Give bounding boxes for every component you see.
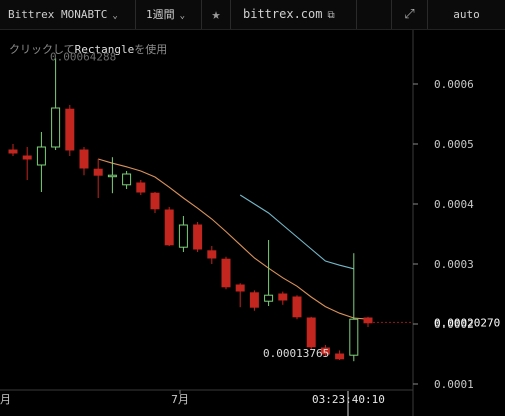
high-price-label: 0.00064288 [50, 50, 116, 63]
candle-body-up [178, 224, 188, 248]
candle-body-up [51, 107, 61, 148]
candle-body-down [292, 296, 302, 318]
symbol-label: Bittrex MONABTC [8, 8, 108, 21]
chevron-down-icon: ⌄ [112, 11, 118, 21]
candle [65, 105, 75, 156]
candle [8, 144, 18, 156]
candle [235, 283, 245, 308]
candle-body-down [249, 292, 259, 308]
candle-body-down [363, 317, 373, 324]
time-tick-label: 7月 [171, 393, 189, 406]
candle-body-down [235, 284, 245, 292]
candle [79, 147, 89, 176]
moving-average-short-line [98, 158, 369, 320]
exchange-link[interactable]: bittrex.com ⧉ [231, 0, 357, 29]
candle-body-down [278, 293, 288, 301]
candle-body-down [136, 182, 146, 193]
candle-body-up [264, 294, 274, 302]
candle-body-down [335, 353, 345, 360]
hint-prefix: クリックして [9, 43, 75, 56]
price-tick-label: 0.0002 [434, 318, 474, 331]
candle [349, 253, 359, 362]
price-tick-label: 0.0006 [434, 78, 474, 91]
candle-body-up [107, 174, 117, 178]
candle-body-down [22, 155, 32, 160]
favorite-star-button[interactable]: ★ [202, 0, 231, 29]
price-tick-label: 0.0003 [434, 258, 474, 271]
candle [320, 345, 330, 357]
candle-body-up [349, 318, 359, 356]
candle-body-down [150, 192, 160, 210]
candle [278, 291, 288, 305]
candle-body-down [79, 149, 89, 169]
candle-body-down [65, 108, 75, 151]
candle [207, 246, 217, 264]
interval-label: 1週間 [146, 8, 175, 21]
candle [363, 316, 373, 327]
candle [193, 222, 203, 252]
candle [51, 58, 61, 150]
candle [122, 171, 132, 189]
axes-layer: 0.0006 0.0005 0.0004 0.0003 0.0002 0.0001 月 7月 0… [0, 30, 474, 416]
price-tick-label: 0.0005 [434, 138, 474, 151]
time-tick-label: 月 [0, 393, 11, 406]
chart-toolbar: Bittrex MONABTC ⌄ 1週間 ⌄ ★ bittrex.com ⧉ ⤢ a… [0, 0, 505, 30]
price-tick-label: 0.0001 [434, 378, 474, 391]
candle [164, 207, 174, 246]
candle [306, 316, 316, 350]
moving-average-layer [98, 158, 369, 320]
toolbar-spacer [357, 0, 392, 29]
hint-suffix: を使用 [134, 43, 168, 56]
auto-scale-button[interactable]: auto [428, 0, 505, 29]
candle-body-up [36, 146, 46, 166]
candle [178, 216, 188, 252]
candle [249, 290, 259, 311]
fullscreen-button[interactable]: ⤢ [392, 0, 428, 29]
interval-selector[interactable]: 1週間 ⌄ [136, 0, 202, 29]
external-link-icon: ⧉ [327, 10, 335, 21]
candle-body-up [122, 173, 132, 186]
candle [292, 295, 302, 320]
exchange-link-label: bittrex.com [243, 7, 323, 21]
candle-body-down [193, 224, 203, 250]
symbol-selector[interactable]: Bittrex MONABTC ⌄ [0, 0, 136, 29]
drawing-tool-hint: クリックしてRectangleを使用 [9, 41, 167, 57]
candle-body-down [320, 347, 330, 355]
chevron-down-icon: ⌄ [179, 11, 186, 21]
expand-icon: ⤢ [404, 7, 415, 22]
candle-body-down [207, 250, 217, 259]
auto-scale-label: auto [453, 8, 480, 21]
candle [36, 132, 46, 192]
candle-body-down [164, 209, 174, 246]
candle [136, 180, 146, 195]
candle [150, 192, 160, 213]
last-price-label: 0.00020270 [434, 316, 500, 329]
candle-body-down [221, 258, 231, 288]
candle [221, 256, 231, 290]
candle-body-down [8, 149, 18, 154]
hint-tool-name: Rectangle [74, 43, 135, 56]
candle [335, 350, 345, 360]
candle [93, 159, 103, 198]
candle-body-down [93, 168, 103, 176]
candles-layer [8, 58, 373, 362]
candle [22, 147, 32, 180]
star-icon: ★ [211, 5, 221, 23]
low-price-label: 0.00013765 [263, 347, 329, 360]
candle [264, 240, 274, 306]
candle [107, 157, 117, 194]
price-tick-label: 0.0004 [434, 198, 474, 211]
candle-body-down [306, 317, 316, 348]
moving-average-long-line [239, 194, 354, 270]
labels-layer: 0.00020270 0.00064288 0.00013765 [50, 50, 500, 360]
